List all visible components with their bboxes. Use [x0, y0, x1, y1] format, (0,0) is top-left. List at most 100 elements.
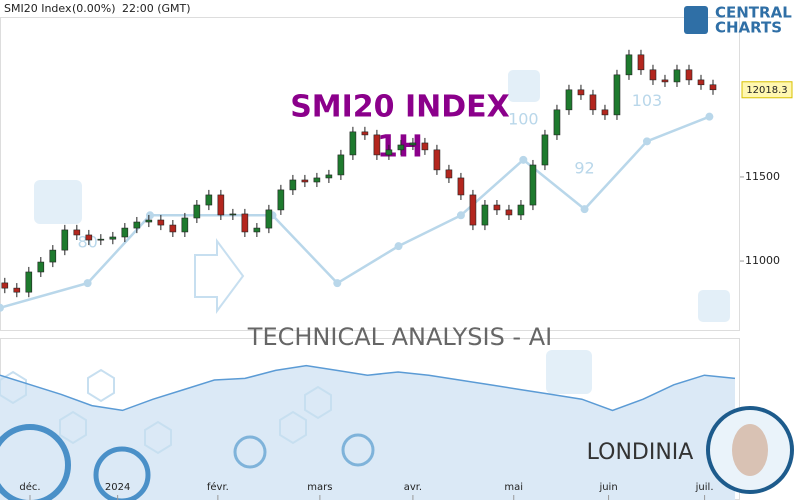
candle-body — [481, 204, 489, 226]
candle-body — [601, 109, 609, 116]
candle-body — [265, 209, 273, 229]
y-tick-label: 11000 — [745, 254, 780, 267]
candle-body — [61, 229, 69, 251]
area-fill — [0, 365, 735, 500]
candle-body — [649, 69, 657, 81]
candle-body — [277, 189, 285, 211]
x-tick-label: mai — [504, 482, 523, 493]
score-point — [83, 279, 92, 288]
candle-body — [85, 234, 93, 241]
icon — [698, 290, 730, 322]
chart-title: SMI20 INDEX — [290, 90, 510, 125]
candle-body — [169, 224, 177, 233]
score-point — [705, 112, 714, 121]
logo-line2: CHARTS — [715, 19, 782, 37]
score-point — [333, 279, 342, 288]
candle-body — [337, 154, 345, 176]
candle-body — [565, 89, 573, 111]
arrow-circle — [0, 424, 71, 500]
candle-body — [505, 209, 513, 216]
candle-body — [301, 179, 309, 183]
candle-body — [661, 79, 669, 83]
score-label: 103 — [632, 91, 663, 110]
candle-body — [589, 94, 597, 111]
candle-body — [37, 261, 45, 273]
score-label: 80 — [77, 233, 97, 252]
candle-body — [205, 194, 213, 206]
header-instrument: SMI20 Index — [4, 2, 72, 15]
x-tick-label: juil. — [695, 482, 714, 493]
logo-line1: CENTRAL — [715, 4, 792, 22]
x-tick-label: avr. — [404, 482, 422, 493]
candle-body — [637, 54, 645, 71]
x-tick-label: 2024 — [105, 482, 130, 493]
candle-body — [529, 164, 537, 206]
candle-body — [289, 179, 297, 191]
candle-body — [325, 174, 333, 179]
candle-body — [157, 219, 165, 226]
last-price-label: 12018.3 — [746, 85, 787, 96]
candle-body — [253, 227, 261, 233]
score-point — [0, 303, 4, 312]
arrow-icon — [194, 237, 245, 315]
candle-body — [241, 213, 249, 233]
candle-body — [229, 213, 237, 216]
arrow-circle — [93, 446, 151, 500]
x-tick-label: mars — [307, 482, 332, 493]
candle-body — [685, 69, 693, 81]
candle-body — [457, 177, 465, 196]
candle-body — [625, 54, 633, 76]
logo-icon — [684, 6, 708, 34]
y-tick-label: 11500 — [745, 170, 780, 183]
candle-body — [421, 142, 429, 151]
candle-body — [121, 227, 129, 238]
candle-body — [217, 194, 225, 216]
score-point — [146, 211, 155, 220]
score-point — [456, 211, 465, 220]
candle-body — [553, 109, 561, 136]
candle-body — [397, 144, 405, 151]
hexagons — [0, 368, 332, 455]
candle-body — [409, 142, 417, 146]
candle-body — [109, 236, 117, 240]
brand: LONDINIA — [587, 440, 694, 465]
candle-body — [145, 219, 153, 223]
score-point — [642, 137, 651, 146]
candle-body — [613, 74, 621, 116]
price-panel — [0, 17, 740, 331]
candle-body — [445, 169, 453, 179]
ai-title: TECHNICAL ANALYSIS - AI — [247, 323, 552, 351]
avatar-face — [732, 424, 768, 476]
score-label: 92 — [574, 159, 594, 178]
candle-body — [349, 131, 357, 156]
header-time: 22:00 (GMT) — [122, 2, 191, 15]
score-point — [519, 155, 528, 164]
icon — [34, 180, 82, 224]
icon — [546, 350, 592, 394]
score-label: 100 — [508, 109, 539, 128]
candle-body — [49, 249, 57, 263]
candle-body — [25, 271, 33, 293]
candle-body — [673, 69, 681, 83]
decorations — [0, 70, 794, 500]
candle-body — [577, 89, 585, 96]
area-line — [0, 364, 736, 412]
candle-body — [493, 204, 501, 211]
score-point — [394, 242, 403, 251]
candle-body — [13, 287, 21, 293]
candle-body — [433, 149, 441, 171]
candle-body — [73, 229, 81, 236]
candle-body — [1, 282, 9, 289]
candle-body — [181, 217, 189, 233]
header-change: (0.00%) — [72, 2, 116, 15]
candle-body — [697, 79, 705, 86]
candle-body — [97, 238, 105, 241]
candle-body — [469, 194, 477, 226]
score-point — [580, 205, 589, 214]
candle-body — [313, 177, 321, 183]
icon — [508, 70, 540, 102]
candle-body — [709, 84, 717, 91]
candle-body — [373, 134, 381, 156]
candle-body — [517, 204, 525, 216]
